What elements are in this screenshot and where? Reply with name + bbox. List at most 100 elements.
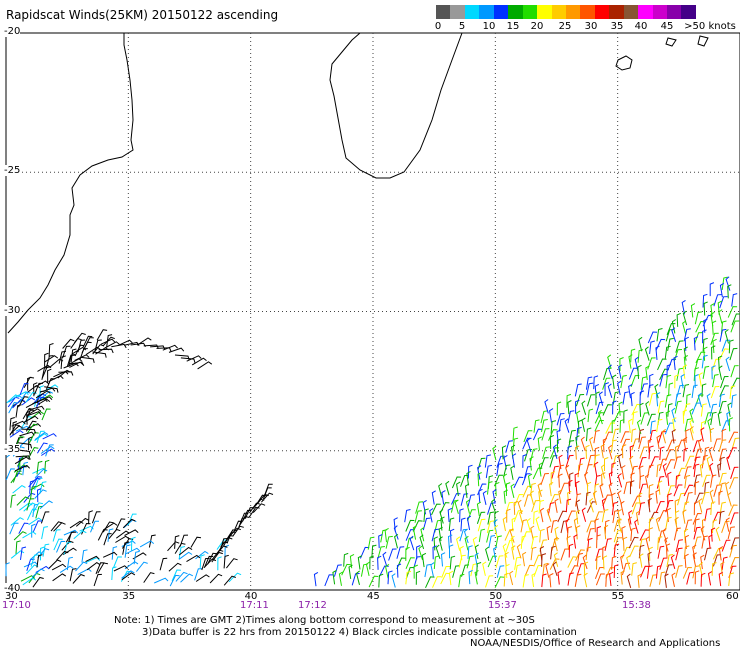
wind-barb xyxy=(558,489,563,504)
wind-barb xyxy=(19,431,35,437)
wind-barb xyxy=(721,520,730,533)
wind-barb xyxy=(44,355,59,363)
wind-barb xyxy=(377,546,385,559)
wind-barb xyxy=(671,327,677,342)
wind-barb xyxy=(673,484,683,497)
wind-barb xyxy=(686,571,694,585)
wind-barb xyxy=(649,429,657,443)
wind-barb xyxy=(712,554,722,567)
wind-barb xyxy=(42,433,57,440)
wind-barb xyxy=(674,392,682,407)
wind-barb xyxy=(431,490,436,505)
wind-barb xyxy=(98,348,114,354)
wind-barb xyxy=(178,546,186,560)
wind-barb xyxy=(557,464,565,478)
wind-barb xyxy=(560,548,569,561)
wind-barb xyxy=(526,437,532,453)
wind-barb xyxy=(130,342,146,348)
wind-barb xyxy=(14,391,29,398)
wind-barb xyxy=(566,393,572,408)
wind-barb xyxy=(638,428,645,443)
wind-barb xyxy=(569,472,574,487)
wind-barb xyxy=(341,563,351,576)
wind-barb xyxy=(674,445,680,460)
wind-barb xyxy=(539,507,545,523)
wind-barb xyxy=(698,562,704,577)
wind-barb xyxy=(719,482,726,496)
wind-barb xyxy=(441,490,446,505)
wind-barb xyxy=(612,509,619,524)
wind-barb xyxy=(631,438,640,451)
wind-barb xyxy=(674,516,679,532)
wind-barb xyxy=(422,517,431,531)
wind-barb xyxy=(53,522,66,532)
wind-barb xyxy=(718,546,724,561)
wind-barb xyxy=(574,472,579,487)
wind-barb xyxy=(648,392,657,406)
wind-barb xyxy=(520,535,527,549)
wind-barb xyxy=(689,419,694,434)
wind-barb xyxy=(719,282,725,298)
wind-barb xyxy=(26,423,42,430)
wind-barb xyxy=(721,556,728,571)
wind-barb xyxy=(731,293,738,307)
wind-barb xyxy=(103,522,118,531)
wind-barb xyxy=(12,470,22,483)
time-label: 17:10 xyxy=(2,600,31,611)
wind-barb xyxy=(620,374,627,389)
wind-barb xyxy=(573,534,578,549)
wind-barb xyxy=(63,529,79,536)
wind-barb xyxy=(607,383,613,398)
wind-barb xyxy=(552,444,558,459)
wind-barb xyxy=(504,551,509,567)
time-label: 15:38 xyxy=(622,600,651,611)
wind-barb xyxy=(698,498,703,513)
wind-barb xyxy=(600,464,606,479)
wind-barb xyxy=(718,400,727,414)
wind-barb xyxy=(186,554,201,563)
time-label: 15:37 xyxy=(488,600,517,611)
wind-barb xyxy=(21,428,37,434)
wind-barb xyxy=(619,357,624,372)
wind-barb xyxy=(413,556,421,569)
wind-barb xyxy=(52,529,61,542)
wind-barb xyxy=(586,481,592,496)
wind-barb xyxy=(627,516,632,532)
wind-barb xyxy=(178,551,193,560)
wind-barb xyxy=(684,534,690,550)
wind-barb xyxy=(601,498,607,513)
colorbar-segment xyxy=(609,5,624,19)
wind-barb xyxy=(693,501,699,516)
wind-barb xyxy=(86,346,101,355)
wind-barb xyxy=(597,409,603,425)
wind-barb xyxy=(558,473,563,488)
wind-barb xyxy=(432,576,442,588)
wind-barb xyxy=(19,438,33,448)
wind-barb xyxy=(656,328,663,342)
colorbar-segment xyxy=(508,5,523,19)
wind-barb xyxy=(207,552,218,565)
wind-barb xyxy=(574,383,582,397)
wind-barb xyxy=(647,464,654,478)
wind-barb xyxy=(217,556,222,571)
wind-barb xyxy=(728,431,739,444)
wind-barb xyxy=(496,565,505,578)
wind-barb xyxy=(661,428,666,444)
wind-barb xyxy=(675,565,683,578)
wind-barb xyxy=(74,354,90,361)
island-small-1 xyxy=(615,55,633,71)
colorbar-label: >50 knots xyxy=(684,21,736,32)
wind-barb xyxy=(31,568,45,578)
wind-barb xyxy=(556,429,561,444)
wind-barb xyxy=(620,554,625,570)
wind-barb xyxy=(720,320,727,335)
wind-barb xyxy=(540,457,549,470)
wind-barb xyxy=(549,481,554,497)
wind-barb xyxy=(445,480,450,496)
wind-barb xyxy=(586,501,597,513)
colorbar-label: 5 xyxy=(458,21,466,32)
wind-barb xyxy=(332,570,337,585)
wind-barb xyxy=(647,384,654,398)
wind-barb xyxy=(512,426,518,441)
